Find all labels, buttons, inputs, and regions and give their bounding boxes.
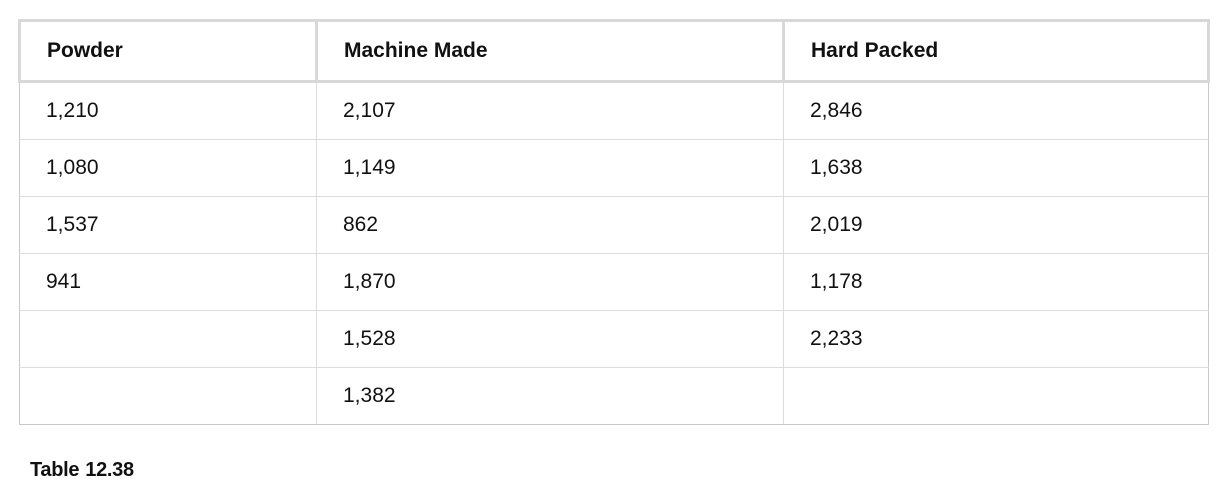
table-cell: 1,638 <box>783 139 1209 197</box>
table-row: 1,382 <box>19 367 1209 425</box>
column-header-powder: Powder <box>18 19 318 83</box>
table-caption-label: Table <box>30 459 80 481</box>
column-header-hard-packed: Hard Packed <box>782 19 1210 83</box>
table-cell: 1,178 <box>783 253 1209 311</box>
table-row: 1,537 862 2,019 <box>19 196 1209 254</box>
table-caption: Table 12.38 <box>30 459 134 482</box>
table-row: 1,080 1,149 1,638 <box>19 139 1209 197</box>
table-cell: 2,107 <box>316 81 784 140</box>
table-cell <box>19 367 317 425</box>
table-cell <box>19 310 317 368</box>
table-cell: 2,019 <box>783 196 1209 254</box>
table-cell: 2,846 <box>783 81 1209 140</box>
table-cell: 1,210 <box>19 81 317 140</box>
table-caption-number: 12.38 <box>85 459 134 481</box>
table-cell: 1,870 <box>316 253 784 311</box>
table-cell: 1,382 <box>316 367 784 425</box>
table-cell: 862 <box>316 196 784 254</box>
table-cell: 941 <box>19 253 317 311</box>
table-cell: 2,233 <box>783 310 1209 368</box>
table-header-row: Powder Machine Made Hard Packed <box>18 19 1210 83</box>
data-table: Powder Machine Made Hard Packed 1,210 2,… <box>18 19 1210 425</box>
table-cell: 1,080 <box>19 139 317 197</box>
table-cell: 1,149 <box>316 139 784 197</box>
table-cell: 1,537 <box>19 196 317 254</box>
column-header-machine-made: Machine Made <box>315 19 785 83</box>
data-table-container: Powder Machine Made Hard Packed 1,210 2,… <box>18 19 1210 425</box>
table-row: 941 1,870 1,178 <box>19 253 1209 311</box>
table-cell: 1,528 <box>316 310 784 368</box>
table-cell <box>783 367 1209 425</box>
table-row: 1,210 2,107 2,846 <box>19 81 1209 140</box>
table-row: 1,528 2,233 <box>19 310 1209 368</box>
